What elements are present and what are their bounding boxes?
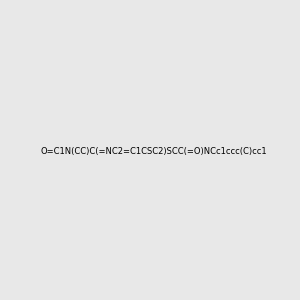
Text: O=C1N(CC)C(=NC2=C1CSC2)SCC(=O)NCc1ccc(C)cc1: O=C1N(CC)C(=NC2=C1CSC2)SCC(=O)NCc1ccc(C)… [40,147,267,156]
